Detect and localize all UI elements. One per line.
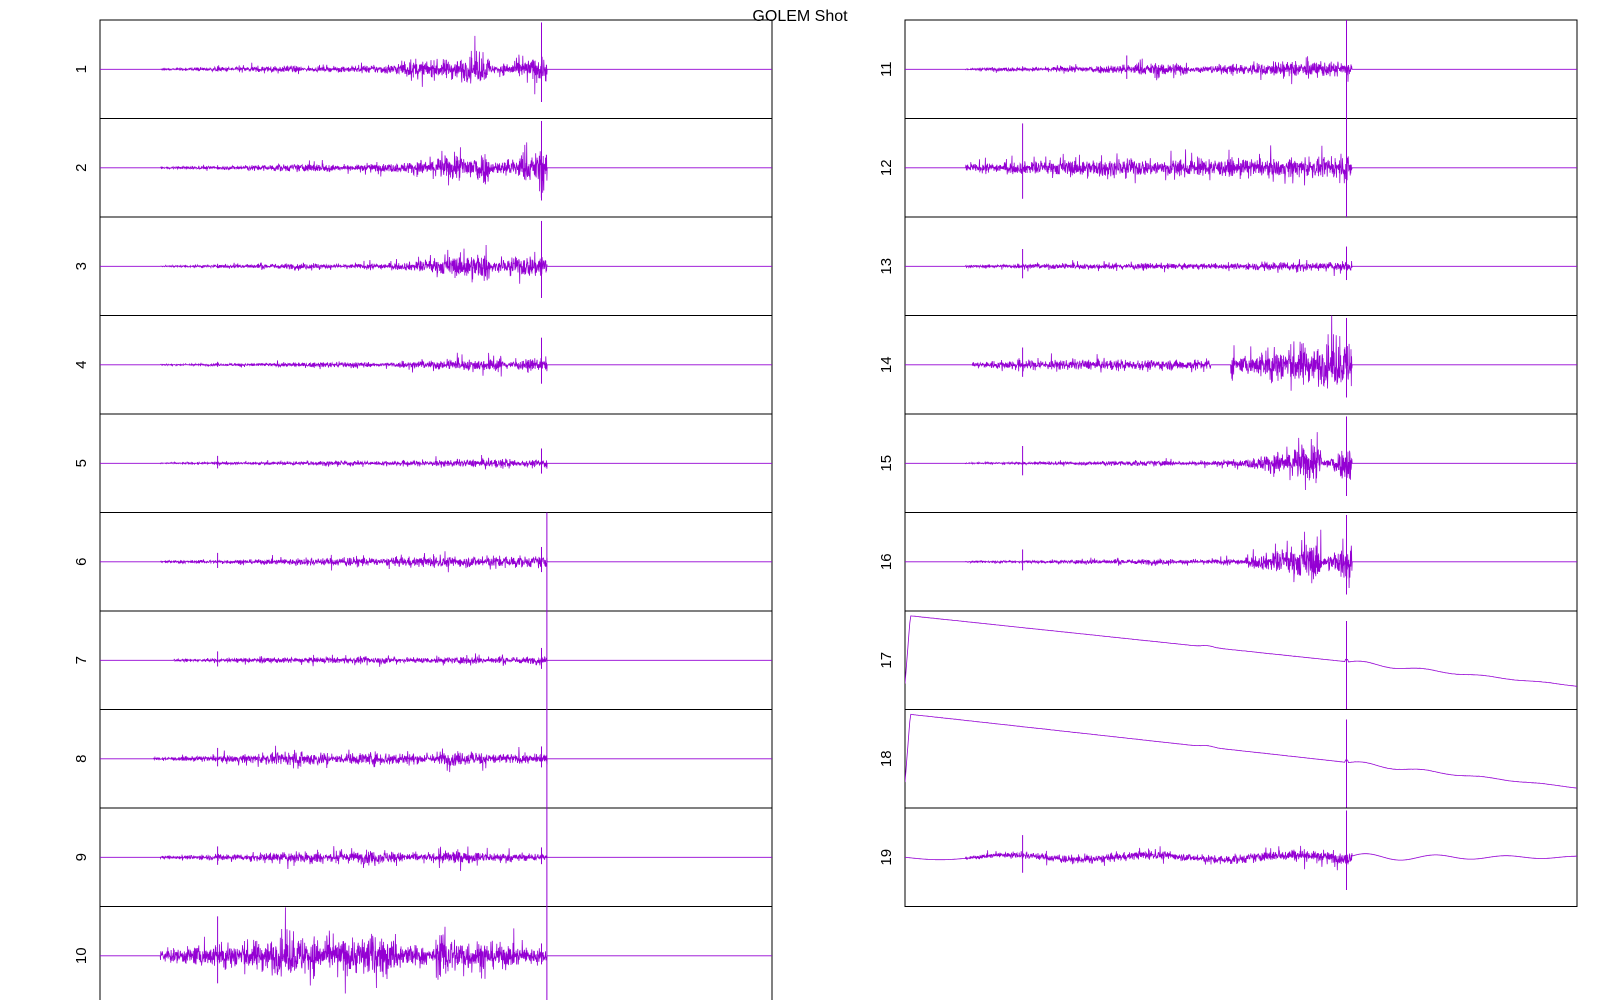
signal-trace xyxy=(100,745,772,773)
panel-label: 14 xyxy=(878,356,895,373)
chart-title: GOLEM Shot xyxy=(752,8,848,25)
panel-3: 3 xyxy=(73,216,773,316)
panel-8: 8 xyxy=(73,709,773,809)
panel-15: 15 xyxy=(878,413,1578,513)
panel-19: 19 xyxy=(878,807,1578,907)
panel-label: 5 xyxy=(73,459,90,467)
panel-label: 9 xyxy=(73,853,90,861)
panel-label: 13 xyxy=(878,258,895,275)
panel-label: 4 xyxy=(73,361,90,369)
panel-14: 14 xyxy=(878,315,1578,415)
signal-trace xyxy=(100,846,772,872)
signal-trace xyxy=(905,259,1577,277)
panel-label: 8 xyxy=(73,755,90,763)
signal-trace xyxy=(100,653,772,667)
signal-trace xyxy=(905,145,1577,186)
panel-label: 1 xyxy=(73,65,90,73)
panel-label: 3 xyxy=(73,262,90,270)
signal-trace xyxy=(100,907,772,994)
panel-label: 18 xyxy=(878,750,895,767)
signal-trace xyxy=(905,56,1577,85)
panel-17: 17 xyxy=(878,610,1578,710)
panel-10: 10 xyxy=(73,906,773,1000)
signal-trace xyxy=(905,845,1577,871)
panel-12: 12 xyxy=(878,118,1578,218)
panel-label: 12 xyxy=(878,159,895,176)
signal-trace xyxy=(100,454,772,470)
signal-trace xyxy=(905,529,1577,589)
panel-13: 13 xyxy=(878,216,1578,316)
panel-18: 18 xyxy=(878,709,1578,809)
signal-trace xyxy=(100,244,772,284)
signal-trace xyxy=(100,352,772,377)
panel-4: 4 xyxy=(73,315,773,415)
panel-2: 2 xyxy=(73,118,773,218)
panel-label: 7 xyxy=(73,656,90,664)
signal-trace xyxy=(100,142,772,198)
panel-9: 9 xyxy=(73,807,773,907)
panel-label: 15 xyxy=(878,455,895,472)
panel-label: 11 xyxy=(878,61,895,77)
panel-label: 19 xyxy=(878,849,895,866)
panel-11: 11 xyxy=(878,19,1578,119)
panel-label: 17 xyxy=(878,652,895,669)
panel-7: 7 xyxy=(73,610,773,710)
signal-trace xyxy=(905,315,1577,391)
signal-trace xyxy=(905,615,1577,687)
signal-trace xyxy=(905,713,1577,789)
signal-trace xyxy=(100,35,772,95)
panel-6: 6 xyxy=(73,512,773,612)
panel-label: 2 xyxy=(73,164,90,172)
panel-label: 6 xyxy=(73,558,90,566)
signal-trace xyxy=(905,432,1577,491)
panel-1: 1 xyxy=(73,19,773,119)
signal-trace xyxy=(100,551,772,573)
panel-label: 16 xyxy=(878,553,895,570)
panel-frame xyxy=(904,709,1578,809)
panel-5: 5 xyxy=(73,413,773,513)
panel-frame xyxy=(904,807,1578,907)
panel-label: 10 xyxy=(73,947,90,964)
panel-16: 16 xyxy=(878,512,1578,612)
